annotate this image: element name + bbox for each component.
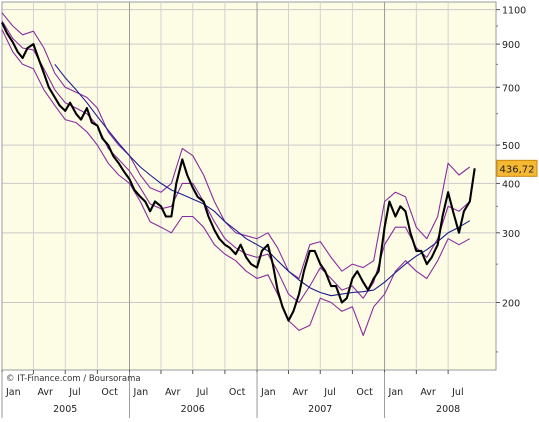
last-value-label: 436,72 xyxy=(500,164,535,175)
x-tick-label: Oct xyxy=(229,387,246,398)
last-value-badge xyxy=(496,159,538,177)
x-tick-label: Avr xyxy=(165,387,181,398)
x-tick-label: Jan xyxy=(260,387,276,398)
last-value-badge-group: 436,72 xyxy=(496,159,538,177)
plot-area xyxy=(1,1,497,371)
x-axis: Jan Avr Jul Oct Jan Avr Jul Oct Jan Avr Jul Oct Jan A… xyxy=(1,370,464,418)
series-layer xyxy=(1,12,476,337)
x-year-label: 2008 xyxy=(436,404,460,415)
x-tick-label: Jan xyxy=(388,387,404,398)
x-year-label: 2007 xyxy=(308,404,332,415)
x-tick-label: Avr xyxy=(37,387,53,398)
moving-average-line xyxy=(54,63,471,297)
x-tick-label: Avr xyxy=(292,387,308,398)
y-tick-label: 200 xyxy=(502,298,520,309)
x-tick-label: Oct xyxy=(101,387,118,398)
source-credit: © IT-Finance.com / Boursorama xyxy=(6,374,141,384)
grid xyxy=(1,2,496,370)
x-tick-label: Jul xyxy=(323,387,335,398)
y-tick-label: 300 xyxy=(502,229,520,240)
band-lower-line xyxy=(1,29,471,337)
x-tick-label: Avr xyxy=(420,387,436,398)
y-tick-label: 500 xyxy=(502,141,520,152)
y-tick-label: 900 xyxy=(502,40,520,51)
y-tick-label: 1100 xyxy=(502,6,526,17)
x-tick-label: Jan xyxy=(133,387,149,398)
y-tick-label: 700 xyxy=(502,83,520,94)
x-tick-label: Jan xyxy=(5,387,21,398)
x-tick-label: Oct xyxy=(356,387,373,398)
x-tick-label: Jul xyxy=(68,387,80,398)
price-line xyxy=(1,22,476,322)
x-year-label: 2005 xyxy=(53,404,77,415)
y-axis: 200 300 400 500 700 900 1100 xyxy=(496,6,526,353)
y-tick-label: 400 xyxy=(502,179,520,190)
x-year-label: 2006 xyxy=(181,404,205,415)
x-tick-label: Jul xyxy=(451,387,463,398)
x-tick-label: Jul xyxy=(196,387,208,398)
band-middle-line xyxy=(1,20,471,304)
